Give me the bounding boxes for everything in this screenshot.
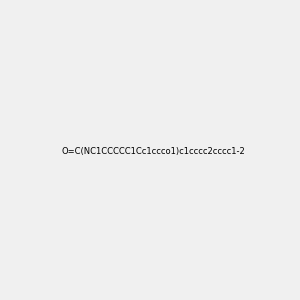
Text: O=C(NC1CCCCC1Cc1ccco1)c1cccc2cccc1-2: O=C(NC1CCCCC1Cc1ccco1)c1cccc2cccc1-2 bbox=[62, 147, 246, 156]
